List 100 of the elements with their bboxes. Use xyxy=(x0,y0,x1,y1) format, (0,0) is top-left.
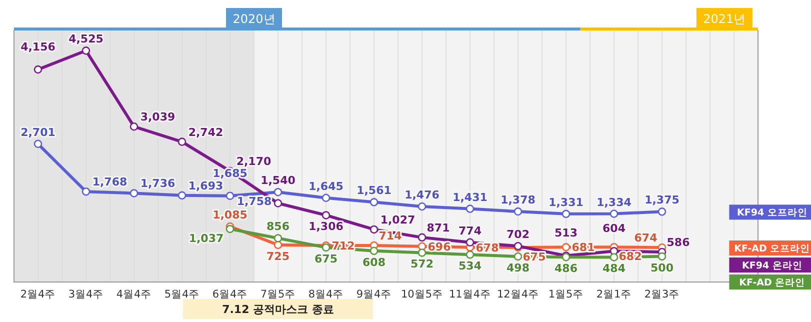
point xyxy=(322,194,330,202)
data-label: 3,039 xyxy=(140,110,176,124)
data-label: 712 xyxy=(332,240,355,253)
text: KF-AD 온라인 xyxy=(739,278,806,288)
data-label: 1,037 xyxy=(188,232,224,245)
text: 2020년 xyxy=(232,12,276,26)
point xyxy=(34,65,42,74)
x-tick-label: 3월4주 xyxy=(68,288,104,300)
x-tick-label: 5월4주 xyxy=(164,288,200,300)
point xyxy=(466,238,474,247)
x-tick-label: 8월4주 xyxy=(308,288,344,300)
data-label: 1,645 xyxy=(308,180,344,193)
data-label: 682 xyxy=(618,250,642,264)
data-label: 2,701 xyxy=(20,126,56,139)
point xyxy=(178,191,186,200)
data-label: 498 xyxy=(506,261,530,274)
data-label: 675 xyxy=(522,250,546,264)
data-label: 1,540 xyxy=(260,174,296,188)
x-tick-label: 6월4주 xyxy=(212,288,248,300)
data-label: 1,306 xyxy=(308,220,344,234)
data-label: 2,170 xyxy=(236,155,272,168)
text: KF94 온라인 xyxy=(742,260,802,272)
point xyxy=(178,138,186,146)
point xyxy=(322,211,330,220)
point xyxy=(658,208,666,216)
point xyxy=(658,252,666,261)
data-label: 1,027 xyxy=(380,213,416,226)
data-label: 725 xyxy=(266,250,290,263)
data-label: 871 xyxy=(426,221,450,234)
data-label: 1,736 xyxy=(140,177,176,190)
data-label: 534 xyxy=(458,260,482,273)
x-tick-label: 7월5주 xyxy=(260,288,296,300)
text: KF94 오프라인 xyxy=(737,208,808,219)
point xyxy=(82,187,90,196)
x-tick-label: 11월4주 xyxy=(448,288,492,300)
point xyxy=(130,122,138,131)
data-label: 1,768 xyxy=(92,176,128,189)
data-label: 702 xyxy=(506,228,530,242)
data-label: 1,476 xyxy=(404,188,440,202)
data-label: 500 xyxy=(650,261,674,274)
x-tick-label: 2월1주 xyxy=(596,288,632,300)
point xyxy=(130,189,138,198)
data-label: 714 xyxy=(378,229,402,242)
x-tick-label: 4월4주 xyxy=(116,288,152,300)
point xyxy=(418,202,426,211)
point xyxy=(418,248,426,257)
data-label: 1,085 xyxy=(212,208,248,222)
x-tick-label: 1월5주 xyxy=(548,288,584,300)
point xyxy=(418,233,426,242)
x-tick-label: 2월4주 xyxy=(20,288,56,300)
point xyxy=(514,207,522,216)
x-tick-label: 10월5주 xyxy=(400,288,444,300)
data-label: 856 xyxy=(266,220,290,234)
data-label: 484 xyxy=(602,262,626,276)
point xyxy=(274,234,282,242)
data-label: 1,431 xyxy=(452,190,488,204)
point xyxy=(226,224,234,234)
point xyxy=(466,250,474,259)
data-label: 1,331 xyxy=(548,196,584,209)
data-label: 2,742 xyxy=(188,126,224,139)
point xyxy=(82,46,90,55)
data-label: 674 xyxy=(634,232,658,244)
point xyxy=(610,210,618,218)
data-label: 604 xyxy=(602,222,626,236)
data-label: 608 xyxy=(362,256,386,269)
x-tick-label: 2월3주 xyxy=(644,288,680,300)
data-label: 774 xyxy=(458,224,482,238)
text: 2021년 xyxy=(703,12,746,26)
text: KF-AD 오프라인 xyxy=(734,244,810,254)
data-label: 1,334 xyxy=(596,196,632,209)
point xyxy=(610,253,618,262)
point xyxy=(274,188,282,196)
data-label: 678 xyxy=(476,241,499,254)
data-label: 486 xyxy=(554,262,578,276)
data-label: 1,758 xyxy=(236,195,272,208)
data-label: 4,156 xyxy=(20,40,56,54)
point xyxy=(370,246,378,255)
data-label: 675 xyxy=(314,252,338,266)
point xyxy=(562,210,570,218)
text: 7.12 공적마스크 종료 xyxy=(222,303,334,316)
data-label: 1,375 xyxy=(644,194,680,207)
point xyxy=(34,140,42,148)
data-label: 1,378 xyxy=(500,194,536,207)
data-label: 586 xyxy=(666,236,690,249)
point xyxy=(226,192,234,200)
data-label: 572 xyxy=(410,258,434,271)
data-label: 4,525 xyxy=(68,32,104,46)
point xyxy=(274,199,282,208)
data-label: 681 xyxy=(572,241,595,254)
point xyxy=(370,198,378,206)
data-label: 1,693 xyxy=(188,179,224,192)
point xyxy=(274,240,282,250)
point xyxy=(466,204,474,213)
point xyxy=(562,243,570,252)
point xyxy=(514,252,522,261)
data-label: 1,561 xyxy=(356,184,392,198)
point xyxy=(370,225,378,234)
x-tick-label: 12월4주 xyxy=(496,288,540,300)
x-tick-label: 9월4주 xyxy=(356,288,392,300)
data-label: 513 xyxy=(554,226,578,240)
